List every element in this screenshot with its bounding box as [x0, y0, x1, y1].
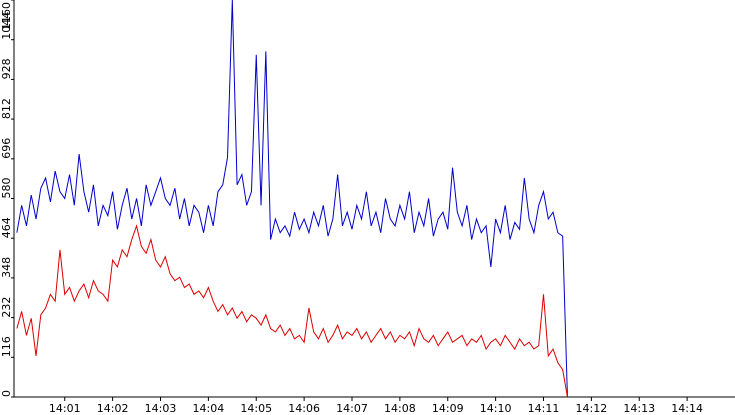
y-tick-label: 1160: [0, 2, 13, 30]
series-line: [16, 224, 568, 398]
y-tick-label: 812: [0, 98, 13, 119]
x-tick-label: 14:01: [49, 402, 81, 415]
y-tick-label: 232: [0, 297, 13, 318]
x-tick-label: 14:05: [240, 402, 272, 415]
x-tick-label: 14:13: [623, 402, 655, 415]
x-tick-label: 14:10: [480, 402, 512, 415]
x-tick-label: 14:12: [576, 402, 608, 415]
x-tick-label: 14:04: [193, 402, 225, 415]
x-tick-label: 14:03: [145, 402, 177, 415]
y-tick-label: 580: [0, 178, 13, 199]
x-tick-label: 14:14: [671, 402, 703, 415]
y-tick-label: 1044: [0, 12, 13, 40]
x-tick-label: 14:06: [288, 402, 320, 415]
y-tick-label: 116: [0, 336, 13, 357]
y-tick-label: 348: [0, 257, 13, 278]
x-tick-label: 14:07: [336, 402, 368, 415]
y-tick-label: 464: [0, 217, 13, 238]
x-tick-label: 14:08: [384, 402, 416, 415]
y-tick-label: 0: [0, 390, 13, 397]
y-tick-label: 928: [0, 58, 13, 79]
y-tick-label: 696: [0, 138, 13, 159]
x-tick-label: 14:02: [97, 402, 129, 415]
x-tick-label: 14:09: [432, 402, 464, 415]
series-line: [16, 0, 568, 398]
x-tick-label: 14:11: [528, 402, 560, 415]
